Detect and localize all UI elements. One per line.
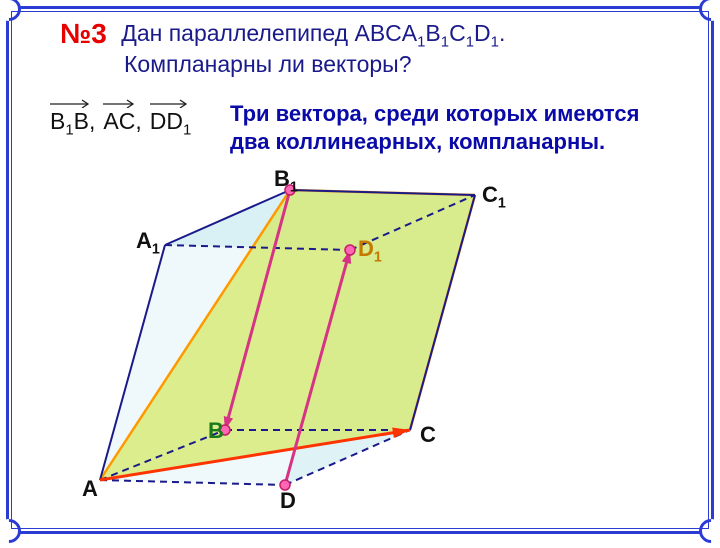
vertex-label-C: C — [420, 422, 436, 448]
t1ds: 1 — [491, 34, 499, 51]
vertex-label-A: A — [82, 476, 98, 502]
vector-b1b: B1B, — [48, 108, 97, 139]
t1c: C — [449, 20, 466, 46]
diagram-svg — [60, 170, 540, 520]
t1b: B — [425, 20, 440, 46]
vertex-label-A1: A1 — [136, 228, 160, 257]
title-line-1: Дан параллелепипед ABCA1B1C1D1. — [121, 20, 505, 46]
v1b: B, — [74, 108, 96, 134]
v1a: B — [50, 108, 65, 134]
header: №3 Дан параллелепипед ABCA1B1C1D1. Компл… — [60, 18, 680, 78]
parallelepiped-diagram: ABCDA1B1C1D1 — [60, 170, 540, 520]
vector-ac: AC, — [101, 108, 143, 139]
answer-line-1: Три вектора, среди которых имеются — [230, 100, 680, 128]
problem-number: №3 — [60, 18, 107, 49]
vertex-label-B1: B1 — [274, 166, 298, 195]
vector-dd1: DD1 — [148, 108, 194, 139]
vectors-list: B1B, AC, DD1 — [48, 108, 193, 139]
t1a: Дан параллелепипед ABCA — [121, 20, 417, 46]
t1d: D — [474, 20, 491, 46]
answer-text: Три вектора, среди которых имеются два к… — [230, 100, 680, 155]
vector-arrow-icon — [101, 96, 139, 108]
vertex-label-D1: D1 — [358, 236, 382, 265]
vector-arrow-icon — [48, 96, 94, 108]
v3s: 1 — [183, 122, 191, 139]
t1bs: 1 — [441, 34, 449, 51]
vertex-label-D: D — [280, 488, 296, 514]
vector-arrow-icon — [148, 96, 192, 108]
v1s: 1 — [65, 122, 73, 139]
t1cs: 1 — [466, 34, 474, 51]
title-line-2: Компланарны ли векторы? — [124, 51, 680, 78]
v3: DD — [150, 108, 183, 134]
t1e: . — [499, 20, 505, 46]
answer-line-2: два коллинеарных, компланарны. — [230, 128, 680, 156]
vertex-label-B: B — [208, 418, 224, 444]
v2: AC, — [103, 108, 141, 134]
vertex-label-C1: C1 — [482, 182, 506, 211]
